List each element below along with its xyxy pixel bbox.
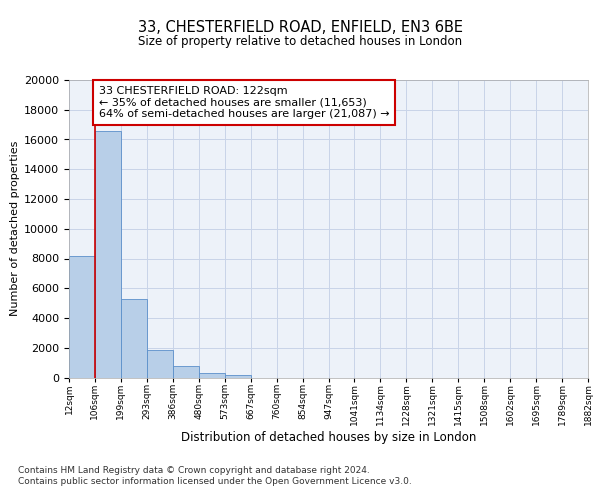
Bar	[69, 256, 95, 378]
Text: 33, CHESTERFIELD ROAD, ENFIELD, EN3 6BE: 33, CHESTERFIELD ROAD, ENFIELD, EN3 6BE	[137, 20, 463, 35]
X-axis label: Distribution of detached houses by size in London: Distribution of detached houses by size …	[181, 430, 476, 444]
Text: Contains public sector information licensed under the Open Government Licence v3: Contains public sector information licen…	[18, 478, 412, 486]
Bar	[199, 373, 224, 378]
Bar	[173, 366, 199, 378]
Bar	[147, 350, 173, 378]
Text: Contains HM Land Registry data © Crown copyright and database right 2024.: Contains HM Land Registry data © Crown c…	[18, 466, 370, 475]
Bar	[95, 130, 121, 378]
Text: 33 CHESTERFIELD ROAD: 122sqm
← 35% of detached houses are smaller (11,653)
64% o: 33 CHESTERFIELD ROAD: 122sqm ← 35% of de…	[99, 86, 389, 119]
Bar	[225, 374, 251, 378]
Text: Size of property relative to detached houses in London: Size of property relative to detached ho…	[138, 35, 462, 48]
Y-axis label: Number of detached properties: Number of detached properties	[10, 141, 20, 316]
Bar	[121, 298, 147, 378]
